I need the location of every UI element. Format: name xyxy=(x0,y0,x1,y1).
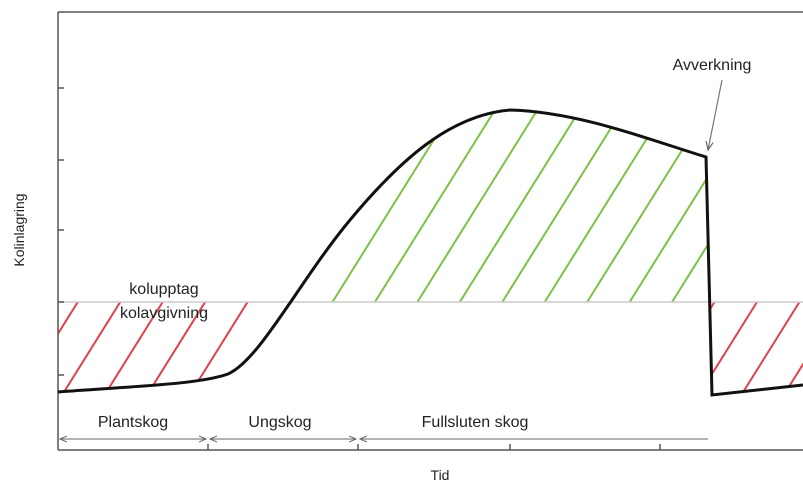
harvest-label: Avverkning xyxy=(673,57,752,74)
uptake-label: kolupptag xyxy=(129,281,198,298)
release-label: kolavgivning xyxy=(120,305,208,322)
carbon-curve xyxy=(57,108,803,397)
ticks xyxy=(58,87,661,450)
release-area xyxy=(58,302,803,395)
y-axis-label: Kolinlagring xyxy=(11,193,27,266)
x-axis-label: Tid xyxy=(431,467,450,483)
phase-label: Plantskog xyxy=(98,414,168,431)
phase-label: Ungskog xyxy=(248,414,311,431)
uptake-area xyxy=(58,110,803,302)
phase-label: Fullsluten skog xyxy=(422,414,529,431)
harvest-arrow xyxy=(708,79,723,150)
hatch-areas xyxy=(58,110,803,395)
